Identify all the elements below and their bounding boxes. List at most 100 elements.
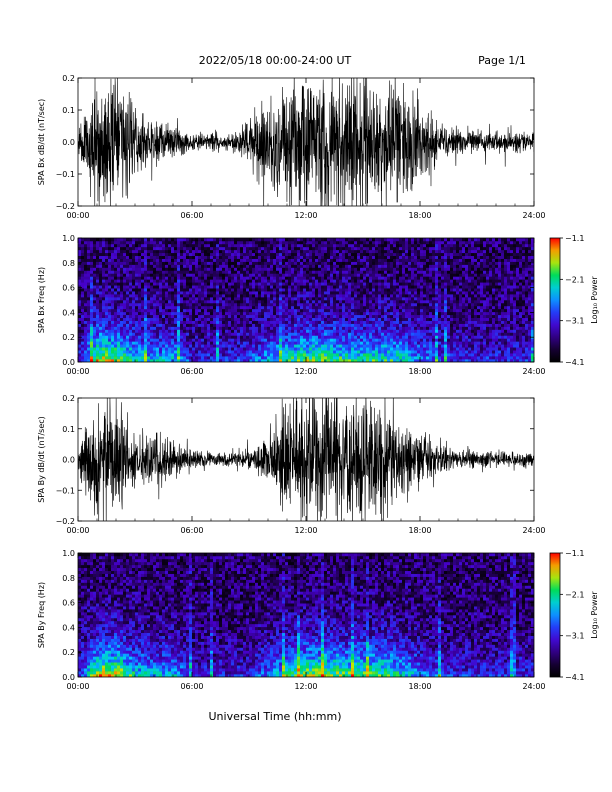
heatmap-cell [414,317,418,321]
heatmap-cell [270,270,274,274]
heatmap-cell [111,332,115,336]
heatmap-cell [120,264,124,268]
heatmap-cell [117,240,121,245]
heatmap-cell [111,282,115,286]
heatmap-cell [159,320,163,324]
heatmap-cell [81,344,85,348]
heatmap-cell [96,341,100,345]
heatmap-cell [84,297,88,301]
heatmap-cell [165,317,169,321]
heatmap-cell [120,308,124,313]
heatmap-cell [186,314,190,319]
heatmap-cell [78,305,82,310]
heatmap-cell [96,332,100,336]
heatmap-cell [306,276,310,280]
heatmap-cell [333,243,337,248]
heatmap-cell [324,335,328,339]
heatmap-cell [225,329,229,333]
heatmap-cell [258,255,262,259]
heatmap-cell [114,238,118,242]
heatmap-cell [315,264,319,268]
heatmap-cell [132,276,136,280]
heatmap-cell [216,264,220,268]
heatmap-cell [198,323,202,327]
heatmap-cell [111,285,115,289]
heatmap-cell [405,326,409,330]
heatmap-cell [225,300,229,304]
heatmap-cell [363,288,367,292]
heatmap-cell [372,308,376,313]
heatmap-cell [405,240,409,245]
heatmap-cell [159,291,163,295]
heatmap-cell [372,320,376,324]
heatmap-cell [300,350,304,354]
heatmap-cell [195,288,199,292]
heatmap-cell [345,353,349,357]
heatmap-cell [315,350,319,354]
heatmap-cell [189,285,193,289]
heatmap-cell [207,302,211,307]
heatmap-cell [222,261,226,265]
heatmap-cell [372,359,376,362]
heatmap-cell [102,258,106,262]
heatmap-cell [228,267,232,271]
heatmap-cell [192,308,196,313]
heatmap-cell [396,320,400,324]
heatmap-cell [390,297,394,301]
heatmap-cell [267,243,271,248]
heatmap-cell [165,264,169,268]
heatmap-cell [168,276,172,280]
heatmap-cell [195,353,199,357]
heatmap-cell [393,344,397,348]
heatmap-cell [306,249,310,254]
heatmap-cell [156,317,160,321]
heatmap-cell [216,329,220,333]
heatmap-cell [177,282,181,286]
heatmap-cell [396,270,400,274]
heatmap-cell [246,297,250,301]
heatmap-cell [105,258,109,262]
heatmap-cell [381,246,385,251]
heatmap-cell [390,341,394,345]
heatmap-cell [159,311,163,316]
heatmap-cell [174,264,178,268]
heatmap-cell [87,326,91,330]
heatmap-cell [177,288,181,292]
heatmap-cell [381,291,385,295]
heatmap-cell [144,255,148,259]
heatmap-cell [255,326,259,330]
heatmap-cell [381,243,385,248]
heatmap-cell [228,323,232,327]
heatmap-cell [93,246,97,251]
heatmap-cell [81,294,85,298]
heatmap-cell [141,261,145,265]
heatmap-cell [90,270,94,274]
heatmap-cell [339,359,343,362]
heatmap-cell [366,335,370,339]
heatmap-cell [363,302,367,307]
heatmap-cell [162,267,166,271]
heatmap-cell [114,240,118,245]
heatmap-cell [138,291,142,295]
heatmap-cell [114,282,118,286]
heatmap-cell [210,294,214,298]
heatmap-cell [273,314,277,319]
heatmap-cell [204,341,208,345]
heatmap-cell [255,317,259,321]
heatmap-cell [360,344,364,348]
heatmap-cell [342,246,346,251]
heatmap-cell [255,258,259,262]
heatmap-cell [417,240,421,245]
heatmap-cell [147,332,151,336]
heatmap-cell [405,300,409,304]
heatmap-cell [156,341,160,345]
heatmap-cell [144,297,148,301]
heatmap-cell [144,302,148,307]
heatmap-cell [291,276,295,280]
heatmap-cell [144,329,148,333]
heatmap-cell [84,308,88,313]
heatmap-cell [351,276,355,280]
heatmap-cell [120,353,124,357]
heatmap-cell [411,332,415,336]
heatmap-cell [219,305,223,310]
